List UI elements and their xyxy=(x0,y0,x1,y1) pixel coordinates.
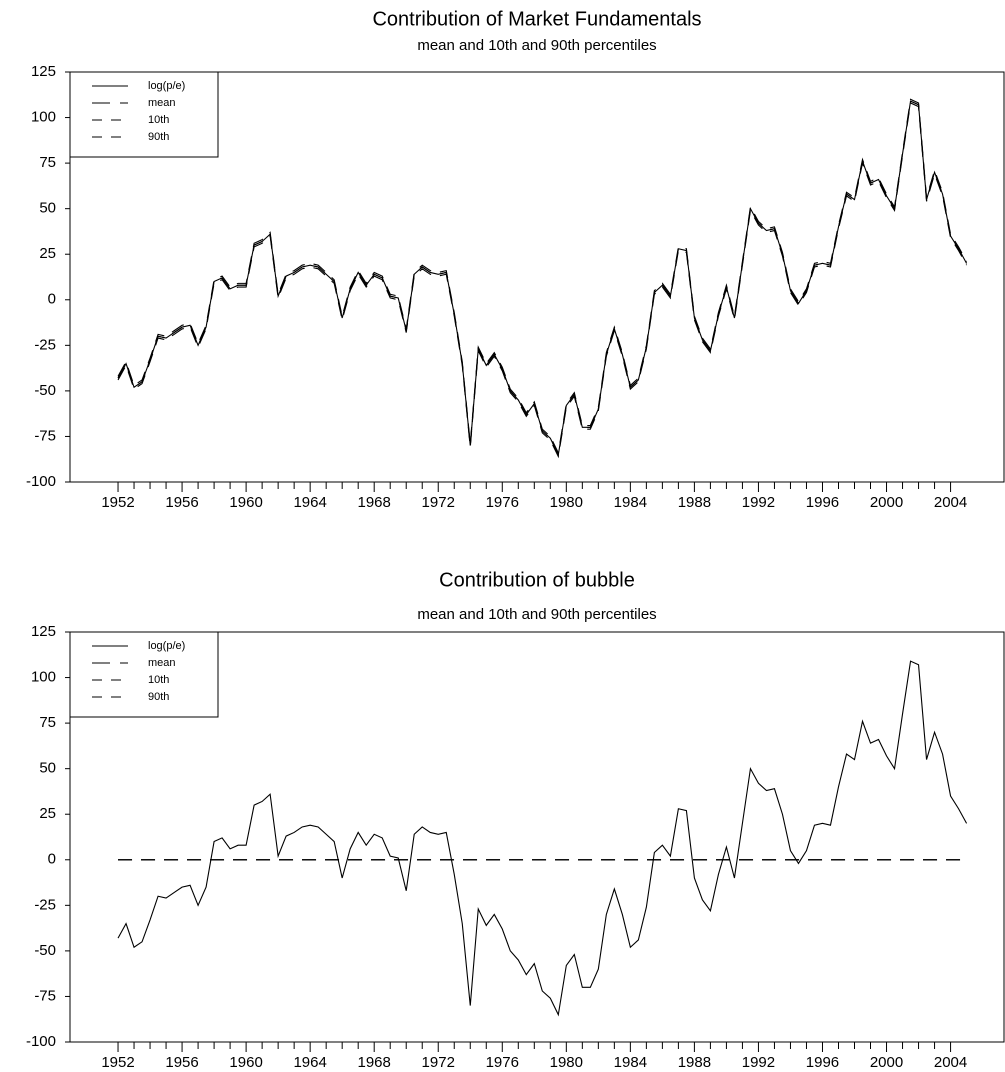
legend-label: 90th xyxy=(148,131,169,143)
chart-title: Contribution of Market Fundamentals xyxy=(372,8,701,30)
x-tick-label: 1984 xyxy=(614,494,647,511)
y-tick-label: 50 xyxy=(39,200,56,217)
y-tick-label: 75 xyxy=(39,154,56,171)
x-tick-label: 2000 xyxy=(870,494,903,511)
chart-subtitle: mean and 10th and 90th percentiles xyxy=(417,606,656,623)
y-tick-label: -25 xyxy=(34,896,56,913)
y-tick-label: 100 xyxy=(31,669,56,686)
x-tick-label: 1992 xyxy=(742,494,775,511)
y-tick-label: -100 xyxy=(26,1033,56,1050)
x-tick-label: 1964 xyxy=(293,1054,326,1071)
legend-label: log(p/e) xyxy=(148,640,185,652)
y-tick-label: -25 xyxy=(34,336,56,353)
x-tick-label: 2004 xyxy=(934,494,967,511)
x-tick-label: 1968 xyxy=(358,494,391,511)
x-tick-label: 1988 xyxy=(678,1054,711,1071)
x-tick-label: 1956 xyxy=(165,494,198,511)
y-tick-label: -100 xyxy=(26,473,56,490)
x-tick-label: 1964 xyxy=(293,494,326,511)
x-tick-label: 1952 xyxy=(101,494,134,511)
series-line xyxy=(117,100,968,457)
legend-label: 90th xyxy=(148,691,169,703)
y-tick-label: 50 xyxy=(39,760,56,777)
plot-frame xyxy=(69,631,1005,1043)
x-tick-label: 1988 xyxy=(678,494,711,511)
x-tick-label: 1956 xyxy=(165,1054,198,1071)
x-tick-label: 2000 xyxy=(870,1054,903,1071)
x-tick-label: 1992 xyxy=(742,1054,775,1071)
x-tick-label: 1976 xyxy=(486,494,519,511)
y-tick-label: 75 xyxy=(39,714,56,731)
x-tick-label: 1996 xyxy=(806,494,839,511)
x-tick-label: 1996 xyxy=(806,1054,839,1071)
legend-label: 10th xyxy=(148,114,169,126)
x-tick-label: 1972 xyxy=(422,494,455,511)
y-tick-label: -75 xyxy=(34,987,56,1004)
legend-label: mean xyxy=(148,657,176,669)
series-line xyxy=(117,98,968,455)
x-tick-label: 1980 xyxy=(550,494,583,511)
y-tick-label: -50 xyxy=(34,942,56,959)
chart-title: Contribution of bubble xyxy=(439,569,635,591)
series-line xyxy=(117,102,968,459)
legend-box xyxy=(69,631,219,718)
y-tick-label: 0 xyxy=(48,851,56,868)
legend-label: mean xyxy=(148,97,176,109)
x-tick-label: 1952 xyxy=(101,1054,134,1071)
y-tick-label: 125 xyxy=(31,63,56,80)
legend-label: log(p/e) xyxy=(148,80,185,92)
legend-box xyxy=(69,71,219,158)
y-tick-label: 25 xyxy=(39,245,56,262)
x-tick-label: 1972 xyxy=(422,1054,455,1071)
y-tick-label: -75 xyxy=(34,427,56,444)
y-tick-label: 125 xyxy=(31,623,56,640)
x-tick-label: 1984 xyxy=(614,1054,647,1071)
x-tick-label: 1968 xyxy=(358,1054,391,1071)
series-line xyxy=(117,100,968,457)
y-tick-label: 0 xyxy=(48,291,56,308)
chart-subtitle: mean and 10th and 90th percentiles xyxy=(417,37,656,54)
x-tick-label: 1976 xyxy=(486,1054,519,1071)
y-tick-label: 25 xyxy=(39,805,56,822)
x-tick-label: 1980 xyxy=(550,1054,583,1071)
x-tick-label: 1960 xyxy=(229,494,262,511)
x-tick-label: 1960 xyxy=(229,1054,262,1071)
y-tick-label: 100 xyxy=(31,109,56,126)
series-line xyxy=(117,660,968,1017)
plot-frame xyxy=(69,71,1005,483)
y-tick-label: -50 xyxy=(34,382,56,399)
x-tick-label: 2004 xyxy=(934,1054,967,1071)
legend-label: 10th xyxy=(148,674,169,686)
